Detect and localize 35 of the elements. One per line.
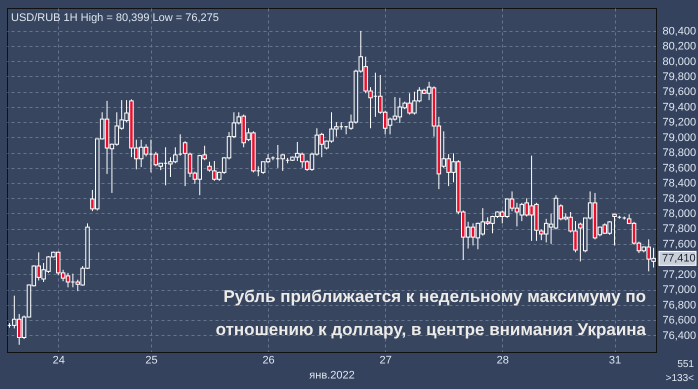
y-tick-label: 80,000 bbox=[662, 56, 696, 68]
text: 551 bbox=[677, 359, 694, 370]
x-tick-label: 27 bbox=[380, 354, 392, 366]
y-tick-label: 78,600 bbox=[662, 162, 696, 174]
x-tick-label: 28 bbox=[496, 354, 509, 366]
chart-title: USD/RUB 1H High = 80,399 Low = 76,275 bbox=[11, 12, 219, 24]
y-tick-label: 76,600 bbox=[662, 314, 696, 327]
x-tick-label: 24 bbox=[52, 354, 65, 366]
y-tick-label: 77,800 bbox=[662, 223, 696, 236]
y-tick-label: 79,600 bbox=[662, 86, 696, 98]
y-tick-label: 78,400 bbox=[662, 178, 696, 190]
annotation: Рубль приближается к недельному максимуму по отношению к доллару, в центре внимания Украина bbox=[216, 287, 647, 339]
y-tick-label: 79,400 bbox=[662, 101, 696, 114]
y-tick-label: 78,800 bbox=[662, 147, 696, 160]
y-tick-label: 76,800 bbox=[662, 299, 696, 312]
x-tick-label: 25 bbox=[145, 354, 158, 366]
y-tick-label: 79,000 bbox=[662, 132, 696, 144]
candlestick bbox=[280, 154, 285, 172]
y-tick-label: 78,200 bbox=[662, 192, 696, 205]
x-tick-label: 31 bbox=[608, 354, 622, 366]
candlestick bbox=[207, 161, 212, 172]
y-tick-label: 76,400 bbox=[662, 330, 696, 342]
x-tick-label: 26 bbox=[262, 354, 275, 366]
y-tick-label: 79,800 bbox=[662, 70, 696, 83]
candlestick bbox=[612, 212, 617, 246]
y-tick-label: 77,000 bbox=[662, 284, 696, 296]
y-tick-label: 80,400 bbox=[662, 25, 696, 38]
annotation: 77,410 bbox=[662, 252, 696, 264]
y-tick-label: 80,200 bbox=[662, 40, 696, 53]
text: >133< bbox=[666, 373, 694, 384]
x-axis-title: янв.2022 bbox=[309, 370, 355, 382]
y-tick-label: 77,600 bbox=[662, 238, 696, 250]
y-tick-label: 77,200 bbox=[662, 268, 696, 281]
y-tick-label: 78,000 bbox=[662, 208, 696, 220]
y-tick-label: 79,200 bbox=[662, 116, 696, 129]
